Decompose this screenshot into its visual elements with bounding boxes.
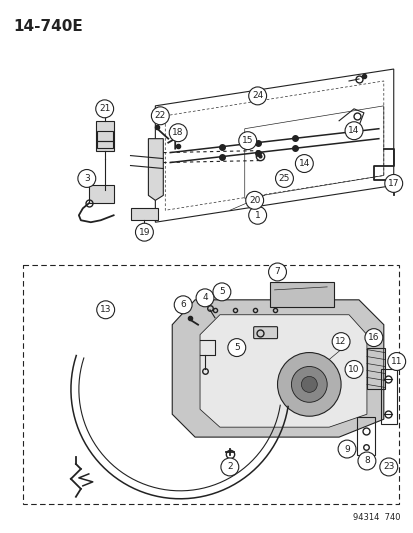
Circle shape: [245, 191, 263, 209]
Circle shape: [227, 338, 245, 357]
Text: 5: 5: [233, 343, 239, 352]
Polygon shape: [199, 315, 366, 427]
Bar: [356, 417, 374, 455]
Text: 20: 20: [248, 196, 260, 205]
Circle shape: [357, 452, 375, 470]
Circle shape: [174, 296, 192, 314]
Polygon shape: [172, 300, 383, 437]
Bar: [95, 121, 113, 151]
Circle shape: [275, 169, 293, 188]
Circle shape: [331, 333, 349, 351]
Text: 12: 12: [335, 337, 346, 346]
Text: 25: 25: [278, 174, 290, 183]
Circle shape: [337, 440, 355, 458]
Text: 9: 9: [343, 445, 349, 454]
Circle shape: [291, 367, 326, 402]
Bar: [130, 208, 158, 220]
Circle shape: [344, 122, 362, 140]
Circle shape: [379, 458, 397, 476]
Circle shape: [384, 174, 402, 192]
Text: 4: 4: [202, 293, 207, 302]
Text: 11: 11: [390, 357, 401, 366]
Circle shape: [248, 87, 266, 105]
Circle shape: [248, 206, 266, 224]
Text: 22: 22: [154, 111, 166, 120]
Text: 15: 15: [241, 136, 253, 145]
Text: 19: 19: [138, 228, 150, 237]
Text: 23: 23: [382, 463, 394, 472]
Circle shape: [344, 360, 362, 378]
Circle shape: [151, 107, 169, 125]
Text: 2: 2: [226, 463, 232, 472]
Text: 94314  740: 94314 740: [352, 513, 400, 522]
Text: 5: 5: [218, 287, 224, 296]
Text: 16: 16: [367, 333, 379, 342]
Bar: [97, 131, 112, 141]
Text: 17: 17: [387, 179, 399, 188]
Text: 21: 21: [99, 104, 110, 114]
Circle shape: [196, 289, 214, 307]
Text: 14-740E: 14-740E: [13, 19, 83, 34]
Text: 3: 3: [84, 174, 90, 183]
Text: 18: 18: [172, 128, 183, 137]
Text: 24: 24: [252, 91, 263, 100]
Bar: [380, 369, 396, 424]
Text: 7: 7: [274, 268, 280, 277]
Text: 13: 13: [100, 305, 111, 314]
Text: 1: 1: [254, 211, 260, 220]
Bar: [366, 348, 384, 389]
FancyBboxPatch shape: [253, 327, 277, 338]
Circle shape: [387, 352, 405, 370]
Circle shape: [95, 100, 113, 118]
Circle shape: [78, 169, 95, 188]
Circle shape: [221, 458, 238, 476]
Bar: [269, 282, 333, 307]
Circle shape: [301, 376, 316, 392]
Bar: [97, 141, 112, 148]
Bar: [23, 265, 398, 504]
Circle shape: [238, 132, 256, 150]
Circle shape: [268, 263, 286, 281]
Text: 8: 8: [363, 456, 369, 465]
Circle shape: [97, 301, 114, 319]
Text: 14: 14: [298, 159, 309, 168]
Circle shape: [212, 283, 230, 301]
Text: 10: 10: [347, 365, 359, 374]
Bar: [88, 185, 113, 203]
Circle shape: [135, 223, 153, 241]
Polygon shape: [148, 139, 163, 200]
Text: 14: 14: [347, 126, 359, 135]
Circle shape: [169, 124, 187, 142]
Text: 6: 6: [180, 300, 185, 309]
Circle shape: [364, 329, 382, 346]
Circle shape: [277, 352, 340, 416]
Circle shape: [295, 155, 313, 173]
